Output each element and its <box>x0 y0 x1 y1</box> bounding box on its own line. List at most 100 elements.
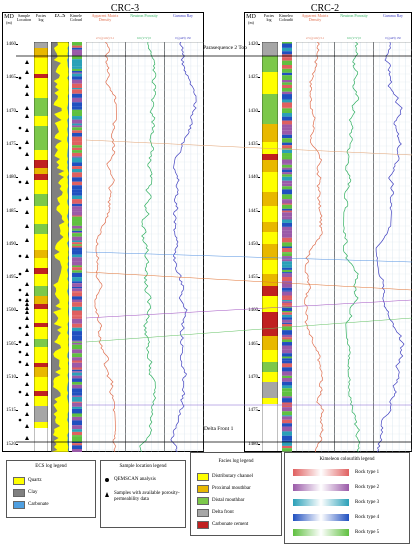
scale-gamma-crc2: 0 (gAPI) 150 <box>385 36 401 40</box>
kimeleon-band <box>282 222 292 227</box>
circle-icon <box>18 390 22 394</box>
kimeleon-band <box>282 127 292 131</box>
kimeleon-band <box>282 385 292 389</box>
kimeleon-band <box>282 435 292 441</box>
kimeleon-band <box>282 75 292 80</box>
legend-label: Rock type 2 <box>355 484 380 490</box>
kimeleon-band <box>72 216 82 222</box>
kimeleon-band <box>282 298 292 301</box>
depth-tick <box>258 110 260 112</box>
scale-neutron-crc2: 0.6 (V/V) 0 <box>347 36 361 40</box>
kimeleon-band <box>72 302 82 307</box>
kimeleon-band <box>72 341 82 343</box>
depth-label: 1475 <box>6 141 16 147</box>
kimeleon-band <box>72 195 82 200</box>
depth-label: 1480 <box>6 175 16 181</box>
depth-tick <box>258 143 260 145</box>
kimeleon-band <box>72 88 82 90</box>
kimeleon-band <box>282 319 292 323</box>
triangle-icon <box>25 282 29 286</box>
kimeleon-band <box>72 392 82 396</box>
correlation-line <box>85 139 413 156</box>
legend-swatch <box>13 477 25 485</box>
legend-item: Rock type 1 <box>293 469 379 476</box>
kimeleon-band <box>72 292 82 297</box>
triangle-icon <box>25 342 29 346</box>
circle-icon <box>18 254 22 258</box>
kimeleon-band <box>282 99 292 103</box>
kimeleon-band <box>282 334 292 338</box>
legend-label: Rock type 1 <box>355 469 380 475</box>
depth-label: 1455 <box>248 275 258 281</box>
depth-label: 1485 <box>6 208 16 214</box>
kimeleon-band <box>72 257 82 262</box>
kimeleon-band <box>72 166 82 170</box>
kimeleon-band <box>72 206 82 210</box>
kimeleon-band <box>72 59 82 64</box>
kimeleon-band <box>282 423 292 427</box>
facies-band <box>34 168 48 174</box>
kimeleon-band <box>72 145 82 148</box>
kimeleon-band <box>282 322 292 324</box>
kimeleon-band <box>72 344 82 350</box>
header-gamma-crc3: Gamma Ray <box>172 14 194 18</box>
legend-facies: Facies log legend Distributary channel Pr… <box>190 452 282 536</box>
depth-tick <box>16 443 18 445</box>
kimeleon-band <box>72 242 82 245</box>
facies-band <box>262 160 278 172</box>
kimeleon-band <box>282 301 292 304</box>
kimeleon-band <box>72 286 82 289</box>
kimeleon-band <box>72 435 82 437</box>
facies-band <box>262 372 278 382</box>
kimeleon-band <box>282 72 292 76</box>
density-curve <box>94 42 117 452</box>
kimeleon-band <box>282 194 292 200</box>
gamma-ray-curve <box>375 42 405 452</box>
kimeleon-band <box>282 381 292 386</box>
kimeleon-band <box>282 163 292 165</box>
facies-band <box>262 232 278 244</box>
triangle-icon <box>25 316 29 320</box>
kimeleon-band <box>282 353 292 357</box>
depth-tick <box>258 243 260 245</box>
kimeleon-band <box>72 93 82 98</box>
facies-band <box>34 274 48 286</box>
facies-band <box>34 309 48 323</box>
depth-label: 1495 <box>6 275 16 281</box>
scale-density-crc3: 2.5 (g/cm³) 3.1 <box>96 36 114 40</box>
kimeleon-band <box>72 162 82 167</box>
kimeleon-band <box>72 388 82 393</box>
kimeleon-band <box>282 307 292 312</box>
legend-swatch <box>293 469 349 476</box>
legend-item: Distal mouthbar <box>197 497 244 505</box>
depth-label: 1435 <box>248 141 258 147</box>
triangle-icon <box>25 352 29 356</box>
facies-band <box>262 286 278 296</box>
kimeleon-band <box>282 199 292 201</box>
header-neutron-crc3: Neutron Porosity <box>130 14 158 18</box>
facies-band <box>262 274 278 286</box>
kimeleon-band <box>282 342 292 346</box>
depth-label: 1450 <box>248 241 258 247</box>
kimeleon-band <box>282 145 292 149</box>
kimeleon-band <box>282 167 292 170</box>
kimeleon-band <box>72 349 82 354</box>
circle-icon <box>18 198 22 202</box>
triangle-icon <box>25 424 29 428</box>
header-kimeleon-crc2: Kimeleon Colourlith <box>279 14 293 23</box>
kimeleon-band <box>282 219 292 223</box>
depth-label: 1510 <box>6 375 16 380</box>
facies-band <box>34 174 48 180</box>
kimeleon-band <box>72 228 82 231</box>
kimeleon-band <box>72 240 82 243</box>
kimeleon-band <box>282 79 292 83</box>
kimeleon-band <box>282 407 292 412</box>
facies-band <box>34 224 48 234</box>
kimeleon-band <box>282 138 292 143</box>
depth-label: 1490 <box>6 241 16 247</box>
legend-item: Delta front <box>197 509 234 517</box>
triangle-icon <box>25 332 29 336</box>
kimeleon-band <box>282 189 292 195</box>
correlation-line <box>85 271 413 291</box>
depth-tick <box>16 77 18 79</box>
